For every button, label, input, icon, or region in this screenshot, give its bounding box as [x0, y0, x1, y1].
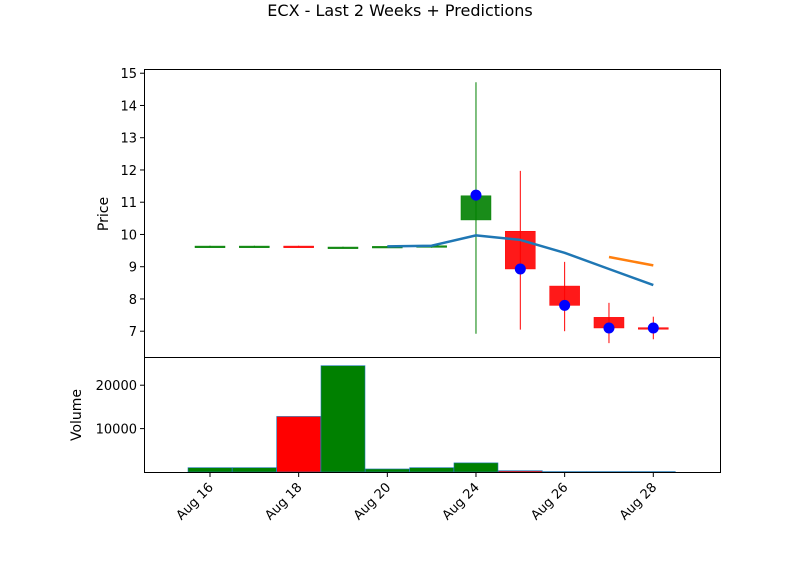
price-y-tick-label: 9 [129, 261, 137, 276]
trend-lines [387, 234, 654, 287]
candle-body [505, 230, 536, 270]
price-y-tick-label: 13 [120, 132, 137, 147]
prediction-marker [603, 322, 615, 334]
price-y-tick-label: 8 [129, 293, 137, 308]
price-y-tick-label: 15 [120, 67, 137, 82]
volume-panel: 10000 20000 Volume [69, 357, 721, 473]
x-tick-label: Aug 20 [351, 480, 394, 523]
x-tick-label: Aug 24 [440, 480, 483, 523]
candle-body [239, 245, 270, 248]
candle-body [327, 246, 359, 249]
candle-body [194, 245, 226, 248]
x-tick-label: Aug 18 [262, 480, 305, 523]
price-y-tick-label: 11 [120, 196, 137, 211]
x-tick-label: Aug 16 [174, 480, 217, 523]
prediction-marker [470, 189, 482, 201]
volume-bar [453, 462, 499, 473]
volume-y-ticks: 10000 20000 [96, 379, 145, 438]
x-tick-label: Aug 26 [528, 480, 571, 523]
volume-bar [276, 416, 321, 473]
volume-y-tick-label: 10000 [96, 423, 137, 438]
prediction-markers [470, 189, 659, 334]
price-plot-area [144, 69, 721, 358]
volume-bar [498, 470, 543, 473]
candlesticks [194, 82, 669, 344]
volume-bar [320, 365, 366, 473]
volume-y-tick-label: 20000 [96, 379, 137, 394]
volume-plot-area [144, 357, 721, 473]
prediction-marker [514, 263, 526, 275]
chart-title: ECX - Last 2 Weeks + Predictions [267, 1, 532, 20]
prediction-marker [559, 299, 571, 311]
volume-bar [365, 468, 410, 473]
price-y-tick-label: 7 [129, 325, 137, 340]
volume-bar [187, 467, 233, 473]
price-y-axis-label: Price [96, 197, 112, 231]
prediction-marker [647, 322, 659, 334]
x-tick-label: Aug 28 [617, 480, 660, 523]
trend-line [387, 234, 654, 287]
price-panel: 7 8 9 10 11 12 13 14 15 Price [96, 67, 721, 358]
price-y-tick-label: 14 [120, 99, 137, 114]
candle-body [283, 245, 314, 248]
price-y-tick-label: 10 [120, 228, 137, 243]
volume-bar [232, 467, 277, 473]
x-axis-ticks: Aug 16 Aug 18 Aug 20 Aug 24 Aug 26 Aug 28 [174, 472, 660, 523]
volume-bar [409, 467, 454, 473]
trend-line [608, 255, 654, 267]
price-y-ticks: 7 8 9 10 11 12 13 14 15 [120, 67, 145, 340]
volume-y-axis-label: Volume [69, 389, 85, 441]
price-y-tick-label: 12 [120, 164, 137, 179]
volume-bars [187, 365, 676, 473]
